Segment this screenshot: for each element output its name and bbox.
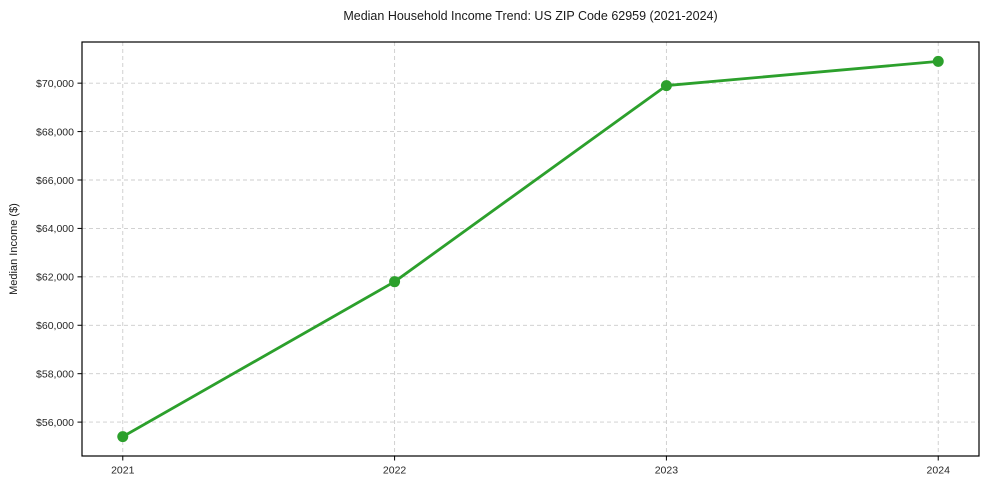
y-axis-label: Median Income ($) — [8, 203, 20, 295]
trend-line — [121, 59, 940, 439]
x-tick-label: 2024 — [927, 465, 951, 477]
chart-title: Median Household Income Trend: US ZIP Co… — [343, 9, 718, 23]
y-tick-label: $64,000 — [36, 223, 74, 235]
y-tick-label: $60,000 — [36, 320, 74, 332]
y-tick-label: $58,000 — [36, 368, 74, 380]
data-point-2021 — [117, 431, 129, 443]
y-tick-label: $62,000 — [36, 272, 74, 284]
y-tick-label: $56,000 — [36, 417, 74, 429]
data-point-2022 — [389, 276, 401, 288]
plot-border — [81, 41, 980, 457]
y-tick-label: $70,000 — [36, 78, 74, 90]
data-point-2023 — [660, 80, 672, 92]
y-tick-label: $68,000 — [36, 126, 74, 138]
x-tick-label: 2022 — [383, 465, 407, 477]
x-tick-label: 2021 — [111, 465, 135, 477]
data-point-2024 — [932, 55, 944, 67]
x-tick-label: 2023 — [655, 465, 679, 477]
y-tick-label: $66,000 — [36, 175, 74, 187]
